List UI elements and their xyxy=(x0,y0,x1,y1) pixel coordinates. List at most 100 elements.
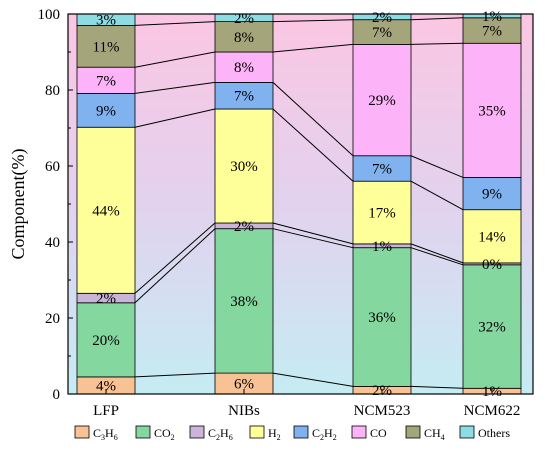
data-label: 6% xyxy=(234,377,254,393)
bar-segment xyxy=(352,180,412,245)
data-label: 8% xyxy=(234,60,254,76)
bar-segment xyxy=(352,19,412,45)
legend-swatch xyxy=(135,425,151,439)
connector-line xyxy=(410,17,464,21)
legend-label: C2H6 xyxy=(208,426,233,442)
connector-line xyxy=(134,51,216,68)
data-label: 2% xyxy=(234,219,254,235)
y-tick-label: 60 xyxy=(45,159,60,175)
data-label: 1% xyxy=(372,239,392,255)
data-label: 35% xyxy=(478,103,506,119)
data-label: 7% xyxy=(372,25,392,41)
data-label: 44% xyxy=(92,203,120,219)
x-tick-label: NIBs xyxy=(228,403,260,419)
connector-line xyxy=(410,247,464,266)
legend-label: CO2 xyxy=(154,426,175,442)
data-label: 17% xyxy=(368,206,396,222)
y-tick-label: 0 xyxy=(53,387,61,403)
legend-label: H2 xyxy=(268,426,281,442)
axes: 0 20 40 60 80 100 LFP NIBs NCM523 NCM622 xyxy=(38,7,521,419)
connector-line xyxy=(134,108,216,128)
bar-segment xyxy=(76,66,136,94)
bar-segment xyxy=(214,82,274,110)
legend-label: CO xyxy=(370,426,387,440)
connector-line xyxy=(134,228,216,304)
data-label: 30% xyxy=(230,159,258,175)
data-label: 20% xyxy=(92,333,120,349)
connector-line xyxy=(134,21,216,26)
legend-swatch xyxy=(405,425,421,439)
data-label: 9% xyxy=(482,187,502,203)
data-label: 38% xyxy=(230,294,258,310)
legend-label: Others xyxy=(478,426,510,440)
y-tick-label: 80 xyxy=(45,83,60,99)
bar-segment xyxy=(214,21,274,53)
legend-swatch xyxy=(249,425,265,439)
data-label: 3% xyxy=(96,13,116,29)
plot-background xyxy=(68,14,533,394)
bar-segment xyxy=(462,42,522,178)
bar-segment xyxy=(76,126,136,294)
connector-line xyxy=(410,155,464,178)
bar-segment xyxy=(352,247,412,387)
data-label: 4% xyxy=(96,378,116,394)
x-tick-label: NCM622 xyxy=(464,403,521,419)
connector-line xyxy=(410,243,464,264)
connector-line xyxy=(272,19,354,23)
y-tick-label: 40 xyxy=(45,235,60,251)
data-label: 9% xyxy=(96,103,116,119)
legend-swatch xyxy=(293,425,309,439)
data-label: 7% xyxy=(234,89,254,105)
bar-segment xyxy=(76,93,136,128)
data-label: 36% xyxy=(368,310,396,326)
connector-line xyxy=(272,222,354,245)
data-label: 32% xyxy=(478,320,506,336)
bar-segment xyxy=(76,24,136,68)
data-label: 0% xyxy=(482,257,502,273)
connector-line xyxy=(272,228,354,249)
bar-segment xyxy=(462,17,522,44)
data-label: 11% xyxy=(93,39,120,55)
data-label: 14% xyxy=(478,229,506,245)
data-label: 7% xyxy=(96,73,116,89)
legend-label: CH4 xyxy=(424,426,445,442)
connector-line xyxy=(272,43,354,53)
connector-line xyxy=(272,108,354,182)
x-tick-label: LFP xyxy=(93,403,119,419)
x-tick-label: NCM523 xyxy=(354,403,411,419)
data-label: 7% xyxy=(482,24,502,40)
data-labels: 4% 20% 2% 44% 9% 7% 11% 3% 6% 38% 2% 30% 7% 8% 8% 2% 2% 3… xyxy=(92,9,506,400)
connector-line xyxy=(410,42,464,45)
bar-segment xyxy=(462,176,522,211)
y-tick-label: 100 xyxy=(38,7,61,23)
legend-swatch xyxy=(189,425,205,439)
bar-segment xyxy=(352,155,412,182)
legend-swatch xyxy=(459,425,475,439)
y-axis-title: Component(%) xyxy=(8,149,29,260)
data-label: 2% xyxy=(372,10,392,26)
data-label: 1% xyxy=(482,9,502,25)
legend-swatch xyxy=(74,425,90,439)
y-tick-label: 20 xyxy=(45,311,60,327)
data-label: 7% xyxy=(372,161,392,177)
legend-label: C2H2 xyxy=(312,426,337,442)
bar-segment xyxy=(462,264,522,389)
bar-segment xyxy=(76,302,136,378)
bar-segment xyxy=(462,209,522,264)
legend: C3H6 CO2 C2H6 H2 C2H2 CO CH4 Others xyxy=(74,425,510,442)
legend-label: C3H6 xyxy=(93,426,118,442)
connector-line xyxy=(410,180,464,211)
data-label: 2% xyxy=(234,11,254,27)
connector-line xyxy=(272,372,354,387)
bar-segment xyxy=(214,228,274,374)
data-label: 29% xyxy=(368,93,396,109)
connector-line xyxy=(272,82,354,157)
data-label: 2% xyxy=(96,291,116,307)
connector-line xyxy=(134,372,216,378)
bar-segment xyxy=(214,51,274,83)
legend-swatch xyxy=(351,425,367,439)
data-label: 8% xyxy=(234,30,254,46)
bars xyxy=(76,13,522,395)
